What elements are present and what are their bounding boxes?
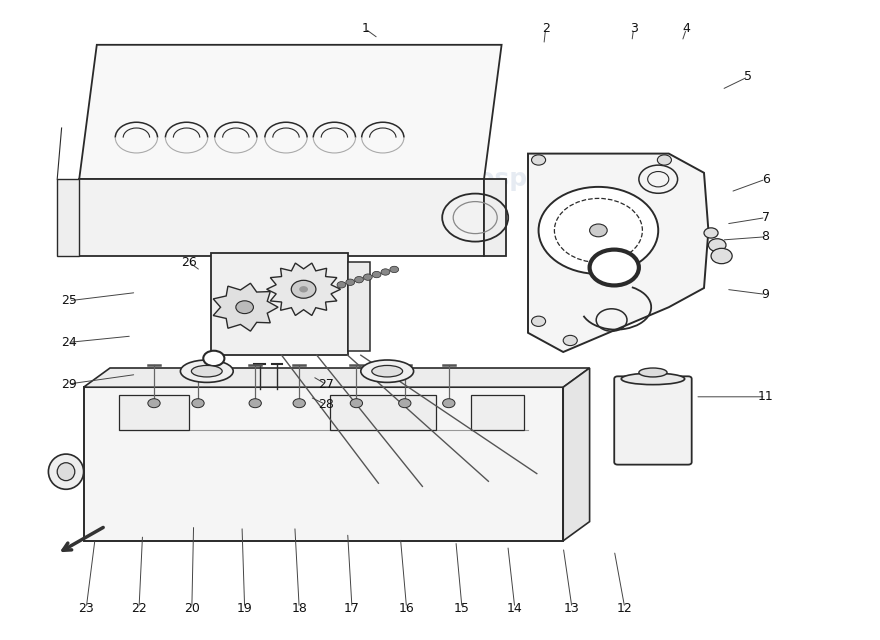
Circle shape: [657, 155, 671, 165]
Polygon shape: [211, 253, 348, 355]
Circle shape: [399, 399, 411, 408]
Circle shape: [532, 316, 546, 326]
Circle shape: [372, 271, 381, 278]
Circle shape: [590, 224, 607, 237]
Text: 11: 11: [758, 390, 774, 403]
Circle shape: [363, 274, 372, 280]
Text: 23: 23: [78, 602, 94, 614]
Text: 2: 2: [542, 22, 549, 35]
Text: 7: 7: [761, 211, 770, 224]
Circle shape: [249, 399, 261, 408]
Circle shape: [350, 399, 363, 408]
Text: 17: 17: [344, 602, 360, 614]
Polygon shape: [563, 368, 590, 541]
Text: 4: 4: [683, 22, 690, 35]
Circle shape: [708, 239, 726, 252]
Circle shape: [192, 399, 204, 408]
Text: 8: 8: [761, 230, 770, 243]
Polygon shape: [528, 154, 708, 352]
Text: 25: 25: [61, 294, 77, 307]
Text: eurospares: eurospares: [431, 167, 590, 191]
Circle shape: [539, 187, 658, 274]
Ellipse shape: [361, 360, 414, 383]
Text: 20: 20: [184, 602, 200, 614]
Circle shape: [346, 279, 355, 285]
FancyBboxPatch shape: [614, 376, 692, 465]
Circle shape: [381, 269, 390, 275]
Polygon shape: [79, 45, 502, 179]
Polygon shape: [57, 179, 79, 256]
Ellipse shape: [48, 454, 84, 490]
Text: eurospares: eurospares: [431, 436, 590, 460]
Polygon shape: [119, 395, 189, 430]
Circle shape: [203, 351, 224, 366]
Text: 15: 15: [454, 602, 470, 614]
Text: 27: 27: [318, 378, 334, 390]
Text: eurospares: eurospares: [97, 167, 255, 191]
Circle shape: [532, 155, 546, 165]
Circle shape: [443, 399, 455, 408]
Polygon shape: [471, 395, 524, 430]
Ellipse shape: [371, 365, 402, 377]
Text: 5: 5: [744, 70, 752, 83]
Polygon shape: [79, 179, 484, 256]
Circle shape: [291, 280, 316, 298]
Circle shape: [590, 250, 639, 285]
Polygon shape: [267, 263, 341, 316]
Text: 16: 16: [399, 602, 414, 614]
Text: 24: 24: [61, 336, 77, 349]
Text: 29: 29: [61, 378, 77, 390]
Text: 26: 26: [181, 256, 197, 269]
Text: eurospares: eurospares: [97, 436, 255, 460]
Polygon shape: [84, 368, 590, 387]
Circle shape: [704, 228, 718, 238]
Polygon shape: [84, 387, 563, 541]
Circle shape: [236, 301, 253, 314]
Circle shape: [337, 282, 346, 288]
Ellipse shape: [192, 365, 222, 377]
Text: 13: 13: [564, 602, 580, 614]
Polygon shape: [213, 284, 278, 331]
Text: 6: 6: [762, 173, 769, 186]
Polygon shape: [484, 179, 506, 256]
Polygon shape: [330, 395, 436, 430]
Text: 12: 12: [617, 602, 633, 614]
Circle shape: [390, 266, 399, 273]
Circle shape: [711, 248, 732, 264]
Circle shape: [563, 335, 577, 346]
Circle shape: [293, 399, 305, 408]
Ellipse shape: [639, 368, 667, 377]
Polygon shape: [348, 262, 370, 351]
Text: 14: 14: [507, 602, 523, 614]
Ellipse shape: [57, 463, 75, 481]
Text: 19: 19: [237, 602, 253, 614]
Text: 1: 1: [362, 22, 369, 35]
Text: 3: 3: [630, 22, 637, 35]
Text: 28: 28: [318, 398, 334, 411]
Text: 9: 9: [762, 288, 769, 301]
Ellipse shape: [621, 373, 685, 385]
Circle shape: [299, 286, 308, 292]
Ellipse shape: [180, 360, 233, 383]
Text: 18: 18: [291, 602, 307, 614]
Circle shape: [148, 399, 160, 408]
Circle shape: [355, 276, 363, 283]
Text: 22: 22: [131, 602, 147, 614]
